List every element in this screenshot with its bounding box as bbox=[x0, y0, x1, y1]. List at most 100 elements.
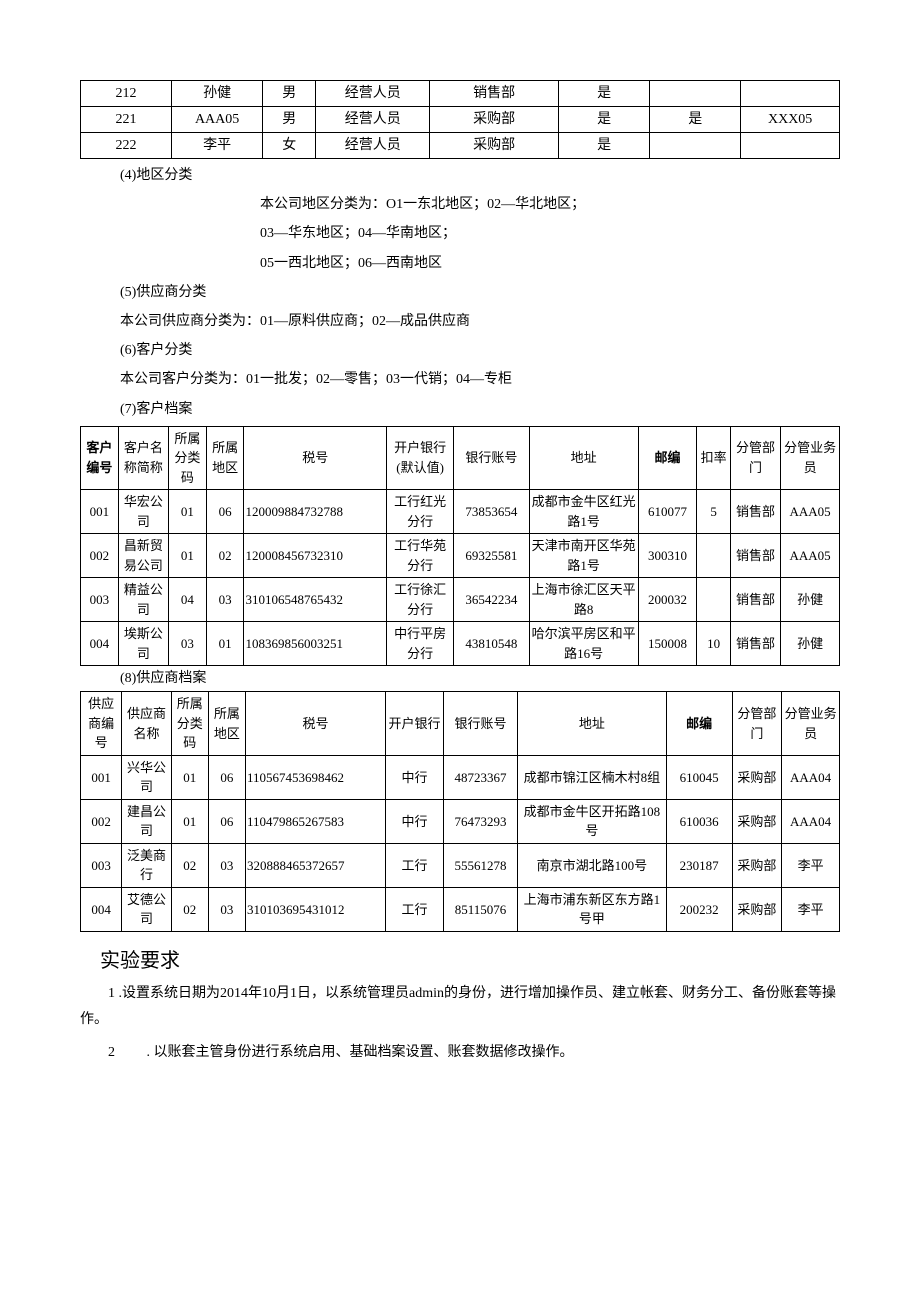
cell: 03 bbox=[169, 622, 207, 666]
section6-line: 本公司客户分类为：01一批发；02—零售；03一代销；04—专柜 bbox=[120, 367, 840, 392]
cell: 建昌公司 bbox=[122, 799, 171, 843]
cell: 工行华苑分行 bbox=[387, 534, 454, 578]
cell: 工行徐汇分行 bbox=[387, 578, 454, 622]
cell: 55561278 bbox=[443, 843, 517, 887]
cell: 200032 bbox=[638, 578, 697, 622]
section4-line1: 03—华东地区；04—华南地区； bbox=[260, 221, 840, 246]
cell: 002 bbox=[81, 534, 119, 578]
cell: 108369856003251 bbox=[244, 622, 387, 666]
column-header: 所属地区 bbox=[206, 426, 244, 490]
cell: 中行 bbox=[386, 799, 444, 843]
cell: 李平 bbox=[782, 843, 840, 887]
cell: 002 bbox=[81, 799, 122, 843]
column-header: 开户银行(默认值) bbox=[387, 426, 454, 490]
cell: 73853654 bbox=[454, 490, 529, 534]
column-header: 所属分类码 bbox=[169, 426, 207, 490]
cell: 采购部 bbox=[430, 133, 559, 159]
column-header: 开户银行 bbox=[386, 692, 444, 756]
column-header: 地址 bbox=[529, 426, 638, 490]
column-header: 所属分类码 bbox=[171, 692, 208, 756]
cell: 120008456732310 bbox=[244, 534, 387, 578]
table-row: 002昌新贸易公司0102120008456732310工行华苑分行693255… bbox=[81, 534, 840, 578]
cell: 004 bbox=[81, 622, 119, 666]
cell: 兴华公司 bbox=[122, 755, 171, 799]
cell: 销售部 bbox=[730, 622, 780, 666]
column-header: 银行账号 bbox=[443, 692, 517, 756]
requirements-item0: 1 .设置系统日期为2014年10月1日，以系统管理员admin的身份，进行增加… bbox=[80, 981, 840, 1034]
cell: 01 bbox=[206, 622, 244, 666]
cell: 经营人员 bbox=[316, 81, 430, 107]
column-header: 客户名称简称 bbox=[118, 426, 168, 490]
column-header: 税号 bbox=[245, 692, 385, 756]
cell: 01 bbox=[169, 490, 207, 534]
cell: 110479865267583 bbox=[245, 799, 385, 843]
cell: 华宏公司 bbox=[118, 490, 168, 534]
column-header: 地址 bbox=[518, 692, 667, 756]
cell: 李平 bbox=[782, 887, 840, 931]
table-row: 221AAA05男经营人员采购部是是XXX05 bbox=[81, 107, 840, 133]
cell: 销售部 bbox=[730, 578, 780, 622]
cell: XXX05 bbox=[741, 107, 840, 133]
section4-label: (4)地区分类 bbox=[120, 163, 840, 188]
cell: 5 bbox=[697, 490, 731, 534]
cell: AAA05 bbox=[781, 534, 840, 578]
cell: 南京市湖北路100号 bbox=[518, 843, 667, 887]
cell: 采购部 bbox=[732, 887, 781, 931]
cell: 310106548765432 bbox=[244, 578, 387, 622]
cell bbox=[741, 133, 840, 159]
cell bbox=[650, 133, 741, 159]
section4-line0: 本公司地区分类为：O1一东北地区；02—华北地区； bbox=[260, 192, 840, 217]
cell: 001 bbox=[81, 755, 122, 799]
cell: 成都市锦江区楠木村8组 bbox=[518, 755, 667, 799]
column-header: 分管部门 bbox=[732, 692, 781, 756]
column-header: 供应商名称 bbox=[122, 692, 171, 756]
cell: AAA04 bbox=[782, 799, 840, 843]
requirements-heading: 实验要求 bbox=[100, 944, 840, 973]
column-header: 邮编 bbox=[666, 692, 732, 756]
cell: 06 bbox=[208, 799, 245, 843]
table-row: 004埃斯公司0301108369856003251中行平房分行43810548… bbox=[81, 622, 840, 666]
cell: 222 bbox=[81, 133, 172, 159]
cell bbox=[697, 578, 731, 622]
cell: 李平 bbox=[172, 133, 263, 159]
cell: 男 bbox=[263, 81, 316, 107]
column-header: 邮编 bbox=[638, 426, 697, 490]
cell: 是 bbox=[559, 81, 650, 107]
cell: 工行红光分行 bbox=[387, 490, 454, 534]
cell: 43810548 bbox=[454, 622, 529, 666]
cell: AAA04 bbox=[782, 755, 840, 799]
cell: 孙健 bbox=[781, 578, 840, 622]
cell: 110567453698462 bbox=[245, 755, 385, 799]
table-row: 222李平女经营人员采购部是 bbox=[81, 133, 840, 159]
cell: 06 bbox=[206, 490, 244, 534]
column-header: 分管业务员 bbox=[781, 426, 840, 490]
cell: 是 bbox=[559, 107, 650, 133]
cell: 36542234 bbox=[454, 578, 529, 622]
cell bbox=[741, 81, 840, 107]
cell: 成都市金牛区红光路1号 bbox=[529, 490, 638, 534]
cell: 泛美商行 bbox=[122, 843, 171, 887]
customer-table: 客户编号客户名称简称所属分类码所属地区税号开户银行(默认值)银行账号地址邮编扣率… bbox=[80, 426, 840, 667]
cell: 85115076 bbox=[443, 887, 517, 931]
cell: 天津市南开区华苑路1号 bbox=[529, 534, 638, 578]
cell: 上海市徐汇区天平路8 bbox=[529, 578, 638, 622]
cell: 工行 bbox=[386, 843, 444, 887]
cell: 采购部 bbox=[732, 755, 781, 799]
cell: 610045 bbox=[666, 755, 732, 799]
cell bbox=[650, 81, 741, 107]
cell: 120009884732788 bbox=[244, 490, 387, 534]
cell: 10 bbox=[697, 622, 731, 666]
cell: 艾德公司 bbox=[122, 887, 171, 931]
column-header: 分管部门 bbox=[730, 426, 780, 490]
cell: 是 bbox=[650, 107, 741, 133]
cell: 孙健 bbox=[172, 81, 263, 107]
cell: 经营人员 bbox=[316, 107, 430, 133]
cell: 03 bbox=[208, 843, 245, 887]
table-row: 004艾德公司0203310103695431012工行85115076上海市浦… bbox=[81, 887, 840, 931]
section6-label: (6)客户分类 bbox=[120, 338, 840, 363]
requirements-item1: 2 . 以账套主管身份进行系统启用、基础档案设置、账套数据修改操作。 bbox=[80, 1040, 840, 1067]
cell: 02 bbox=[171, 887, 208, 931]
cell: 003 bbox=[81, 578, 119, 622]
column-header: 分管业务员 bbox=[782, 692, 840, 756]
supplier-table: 供应商编号供应商名称所属分类码所属地区税号开户银行银行账号地址邮编分管部门分管业… bbox=[80, 691, 840, 932]
